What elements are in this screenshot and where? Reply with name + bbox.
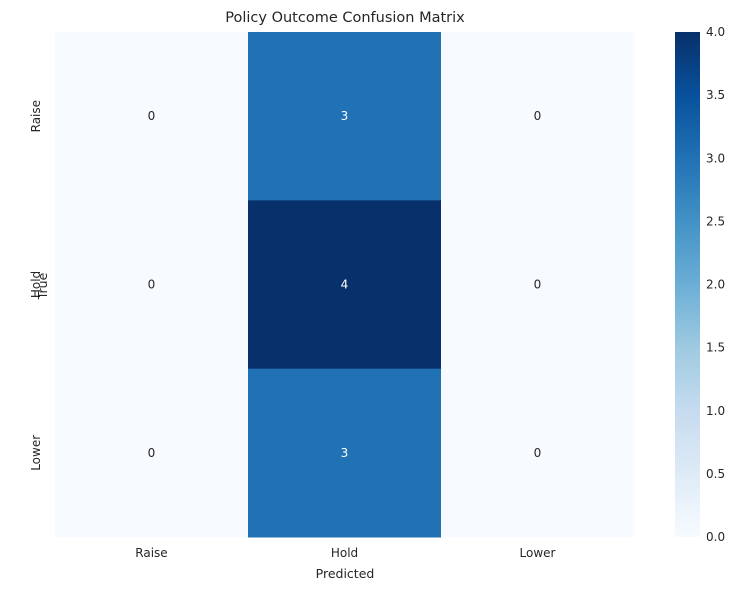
x-tick-labels: Raise Hold Lower	[135, 546, 555, 560]
cell-value-label: 3	[341, 109, 349, 123]
colorbar-tick-label: 2.5	[706, 214, 725, 228]
colorbar-ticks: 0.0 0.5 1.0 1.5 2.0 2.5 3.0 3.5 4.0	[706, 25, 725, 544]
colorbar	[675, 32, 700, 537]
colorbar-tick-label: 3.0	[706, 151, 725, 165]
colorbar-tick-label: 1.0	[706, 404, 725, 418]
colorbar-tick-label: 3.5	[706, 88, 725, 102]
colorbar-tick-label: 0.5	[706, 467, 725, 481]
cell-annotations: 0 3 0 0 4 0 0 3 0	[148, 109, 542, 460]
heatmap-cell	[441, 368, 635, 538]
cell-value-label: 3	[341, 446, 349, 460]
heatmap-cell	[248, 368, 442, 538]
heatmap-cell	[55, 200, 249, 370]
cell-value-label: 0	[148, 109, 156, 123]
cell-value-label: 0	[148, 446, 156, 460]
chart-title: Policy Outcome Confusion Matrix	[225, 10, 465, 26]
colorbar-tick-label: 0.0	[706, 530, 725, 544]
y-axis-label: True	[35, 272, 50, 300]
x-tick-label: Hold	[331, 546, 358, 560]
x-axis-label: Predicted	[316, 566, 375, 581]
cell-value-label: 0	[534, 109, 542, 123]
heatmap-cell	[248, 200, 442, 370]
heatmap-cell	[248, 32, 442, 201]
cell-value-label: 0	[534, 446, 542, 460]
colorbar-tick-label: 4.0	[706, 25, 725, 39]
heatmap-cell	[55, 368, 249, 538]
y-tick-label: Hold	[29, 271, 43, 298]
cell-value-label: 4	[341, 278, 349, 292]
y-tick-label: Raise	[29, 100, 43, 132]
x-tick-label: Lower	[520, 546, 556, 560]
y-tick-labels: Raise Hold Lower	[29, 100, 43, 471]
colorbar-tick-label: 2.0	[706, 278, 725, 292]
heatmap-cells	[55, 32, 635, 538]
colorbar-tick-label: 1.5	[706, 341, 725, 355]
x-tick-label: Raise	[135, 546, 167, 560]
heatmap-cell	[441, 200, 635, 370]
heatmap-cell	[55, 32, 249, 201]
heatmap-cell	[441, 32, 635, 201]
cell-value-label: 0	[148, 278, 156, 292]
y-tick-label: Lower	[29, 435, 43, 471]
cell-value-label: 0	[534, 278, 542, 292]
